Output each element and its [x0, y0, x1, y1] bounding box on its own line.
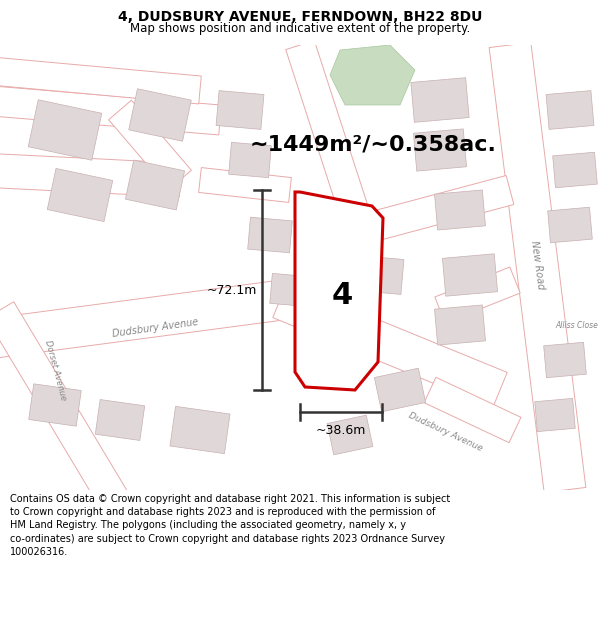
- Text: ~38.6m: ~38.6m: [316, 424, 366, 437]
- Polygon shape: [0, 275, 323, 360]
- Polygon shape: [0, 302, 134, 518]
- Bar: [553, 152, 598, 188]
- Text: Dudsbury Avenue: Dudsbury Avenue: [407, 411, 484, 453]
- Bar: [374, 368, 425, 412]
- Polygon shape: [424, 378, 521, 442]
- Bar: [356, 256, 404, 294]
- Text: Alliss Close: Alliss Close: [555, 321, 598, 329]
- Bar: [125, 160, 185, 210]
- Polygon shape: [0, 153, 181, 197]
- Bar: [548, 208, 592, 242]
- Text: 4, DUDSBURY AVENUE, FERNDOWN, BH22 8DU: 4, DUDSBURY AVENUE, FERNDOWN, BH22 8DU: [118, 10, 482, 24]
- Bar: [270, 273, 310, 307]
- Polygon shape: [295, 192, 383, 390]
- Bar: [442, 254, 497, 296]
- Polygon shape: [286, 41, 374, 234]
- Bar: [411, 78, 469, 122]
- Polygon shape: [199, 168, 292, 202]
- Text: Dudsbury Avenue: Dudsbury Avenue: [111, 317, 199, 339]
- Polygon shape: [435, 267, 520, 323]
- Bar: [544, 342, 586, 377]
- Text: Dorset Avenue: Dorset Avenue: [43, 339, 67, 401]
- Bar: [28, 100, 102, 160]
- Polygon shape: [273, 282, 507, 408]
- Text: Contains OS data © Crown copyright and database right 2021. This information is : Contains OS data © Crown copyright and d…: [10, 494, 450, 557]
- Text: Map shows position and indicative extent of the property.: Map shows position and indicative extent…: [130, 22, 470, 35]
- Polygon shape: [0, 85, 221, 135]
- Bar: [546, 91, 594, 129]
- Bar: [434, 190, 485, 230]
- Polygon shape: [489, 42, 586, 492]
- Polygon shape: [0, 56, 201, 104]
- Bar: [216, 91, 264, 129]
- Bar: [413, 129, 467, 171]
- Bar: [29, 384, 81, 426]
- Text: ~72.1m: ~72.1m: [206, 284, 257, 296]
- Text: New Road: New Road: [529, 240, 545, 290]
- Bar: [327, 415, 373, 455]
- Bar: [535, 398, 575, 432]
- Bar: [95, 399, 145, 441]
- Polygon shape: [356, 176, 514, 244]
- Bar: [248, 217, 292, 252]
- Text: ~1449m²/~0.358ac.: ~1449m²/~0.358ac.: [250, 135, 497, 155]
- Bar: [170, 406, 230, 454]
- Bar: [434, 305, 485, 345]
- Polygon shape: [109, 100, 191, 190]
- Bar: [229, 142, 271, 177]
- Bar: [47, 168, 113, 222]
- Polygon shape: [330, 45, 415, 105]
- Bar: [129, 89, 191, 141]
- Text: 4: 4: [331, 281, 353, 309]
